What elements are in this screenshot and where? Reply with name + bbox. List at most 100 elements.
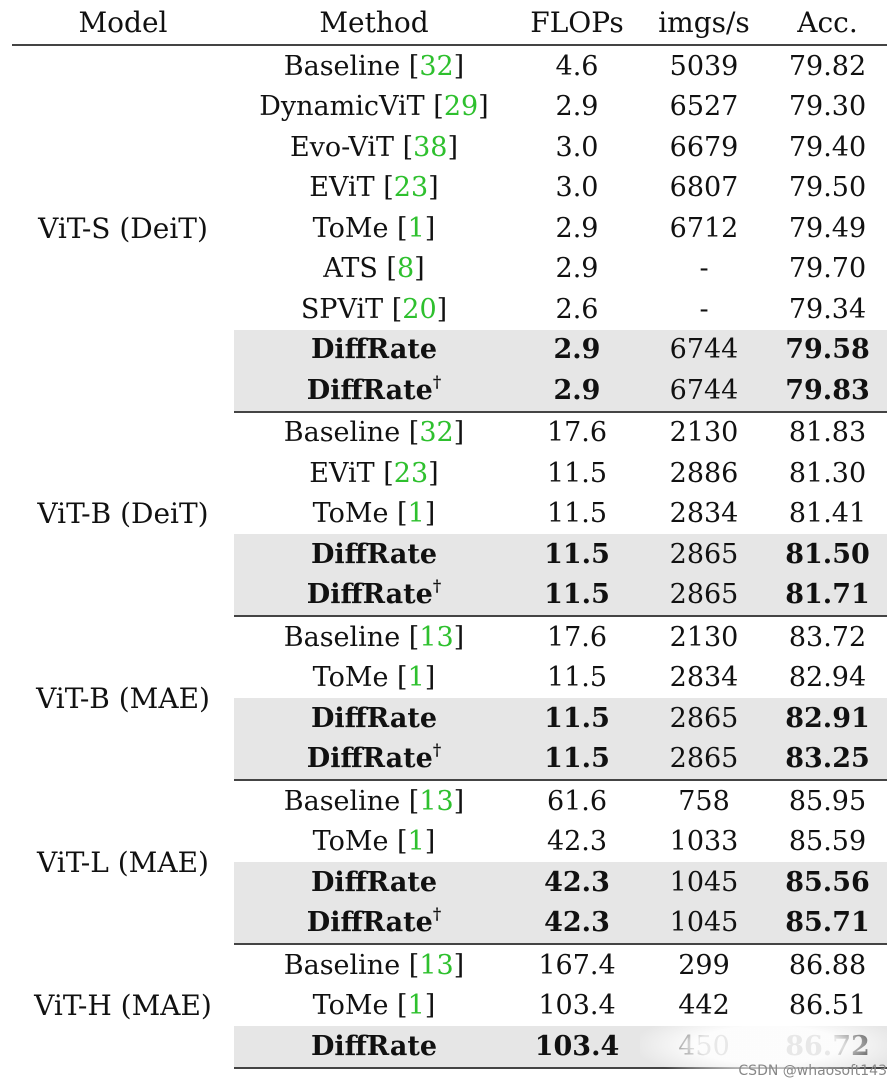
- acc-cell: 79.70: [788, 253, 867, 285]
- flops-cell: 11.5: [546, 457, 608, 489]
- citation-link[interactable]: 23: [393, 457, 429, 489]
- header-model: Model: [12, 0, 234, 46]
- method-cell: Baseline [13]: [283, 949, 465, 981]
- flops-cell: 103.4: [514, 1026, 640, 1069]
- flops-cell: 42.3: [546, 826, 608, 858]
- method-name: ToMe: [312, 826, 389, 858]
- flops-cell: 103.4: [538, 990, 616, 1022]
- watermark: CSDN @whaosoft143: [738, 1063, 887, 1079]
- method-name: DynamicViT: [259, 91, 425, 123]
- imgs-cell: 2130: [669, 417, 739, 449]
- flops-cell: 42.3: [514, 862, 640, 903]
- method-cell: EViT [23]: [309, 457, 439, 489]
- acc-cell: 83.72: [788, 621, 867, 653]
- acc-cell: 81.41: [788, 498, 867, 530]
- flops-cell: 11.5: [546, 498, 608, 530]
- flops-cell: 11.5: [514, 534, 640, 575]
- method-name: DiffRate: [306, 907, 433, 939]
- imgs-cell: 2886: [669, 457, 739, 489]
- citation-link[interactable]: 23: [393, 172, 429, 204]
- citation-link[interactable]: 38: [413, 131, 448, 163]
- citation-link[interactable]: 1: [407, 990, 425, 1022]
- flops-cell: 2.9: [514, 329, 640, 370]
- method-cell: DiffRate: [234, 698, 514, 739]
- acc-cell: 85.71: [768, 902, 887, 945]
- citation-link[interactable]: 1: [407, 662, 425, 694]
- dagger-mark: †: [432, 371, 442, 391]
- method-name: ATS: [323, 253, 378, 285]
- method-name: DiffRate: [306, 743, 433, 775]
- method-name: ToMe: [312, 212, 389, 244]
- method-cell: ToMe [1]: [312, 990, 436, 1022]
- method-cell: ToMe [1]: [312, 826, 436, 858]
- method-cell: ToMe [1]: [312, 662, 436, 694]
- imgs-cell: 5039: [669, 50, 739, 82]
- citation-link[interactable]: 32: [419, 417, 454, 449]
- method-cell: DiffRate†: [234, 738, 514, 781]
- acc-cell: 79.83: [768, 370, 887, 413]
- flops-cell: 2.9: [555, 253, 599, 285]
- watermark-blur: [640, 1012, 895, 1078]
- citation-link[interactable]: 29: [443, 91, 479, 123]
- table-row: DiffRate† 11.5 2865 81.71: [12, 574, 887, 617]
- model-cell: ViT-B (DeiT): [37, 497, 209, 531]
- method-name: DiffRate: [310, 334, 438, 366]
- method-name: Baseline: [283, 50, 401, 82]
- method-cell: DiffRate: [234, 1026, 514, 1069]
- acc-cell: 81.83: [788, 417, 867, 449]
- method-cell: SPViT [20]: [300, 293, 448, 325]
- method-cell: DiffRate: [234, 862, 514, 903]
- citation-link[interactable]: 8: [396, 253, 415, 285]
- acc-cell: 81.30: [788, 457, 867, 489]
- table-row: DiffRate 11.5 2865 81.50: [12, 534, 887, 575]
- table-row: ToMe [1] 2.9 6712 79.49: [12, 208, 887, 249]
- table-row: DiffRate† 2.9 6744 79.83: [12, 370, 887, 413]
- method-cell: EViT [23]: [309, 172, 439, 204]
- imgs-cell: 1045: [640, 862, 768, 903]
- method-name: SPViT: [300, 293, 384, 325]
- method-cell: ToMe [1]: [312, 498, 436, 530]
- model-cell: ViT-S (DeiT): [38, 212, 208, 246]
- results-body: ViT-S (DeiT) Baseline [32] 4.6 5039 79.82 Dyn…: [12, 45, 887, 1069]
- table-row: DiffRate† 42.3 1045 85.71: [12, 902, 887, 945]
- citation-link[interactable]: 13: [419, 949, 454, 981]
- header-method: Method: [234, 0, 514, 46]
- method-cell: Evo-ViT [38]: [289, 131, 459, 163]
- imgs-cell: 6807: [669, 172, 739, 204]
- table-row: ToMe [1] 42.3 1033 85.59: [12, 822, 887, 863]
- table-row: ViT-B (DeiT) Baseline [32] 17.6 2130 81.83: [12, 412, 887, 530]
- dagger-mark: †: [432, 740, 442, 760]
- imgs-cell: 2834: [669, 498, 739, 530]
- citation-link[interactable]: 1: [407, 826, 425, 858]
- acc-cell: 79.40: [788, 131, 867, 163]
- method-name: Baseline: [283, 417, 401, 449]
- acc-cell: 85.95: [788, 785, 867, 817]
- acc-cell: 79.50: [788, 172, 867, 204]
- citation-link[interactable]: 13: [419, 785, 454, 817]
- method-name: ToMe: [312, 498, 389, 530]
- method-name: DiffRate: [310, 1030, 438, 1062]
- flops-cell: 11.5: [514, 738, 640, 781]
- flops-cell: 11.5: [546, 662, 608, 694]
- table-row: DiffRate 2.9 6744 79.58: [12, 329, 887, 370]
- table-row: ATS [8] 2.9 - 79.70: [12, 249, 887, 290]
- imgs-cell: 2865: [640, 738, 768, 781]
- flops-cell: 2.6: [555, 293, 599, 325]
- table-row: EViT [23] 11.5 2886 81.30: [12, 453, 887, 494]
- citation-link[interactable]: 20: [402, 293, 437, 325]
- imgs-cell: 6744: [640, 370, 768, 413]
- table-row: EViT [23] 3.0 6807 79.50: [12, 168, 887, 209]
- method-cell: Baseline [32]: [283, 50, 465, 82]
- citation-link[interactable]: 13: [419, 621, 454, 653]
- method-name: DiffRate: [310, 702, 438, 734]
- citation-link[interactable]: 32: [419, 50, 454, 82]
- method-name: ToMe: [312, 662, 389, 694]
- citation-link[interactable]: 1: [407, 212, 425, 244]
- citation-link[interactable]: 1: [407, 498, 425, 530]
- imgs-cell: 2130: [669, 621, 739, 653]
- method-cell: DiffRate: [234, 534, 514, 575]
- imgs-cell: 6527: [669, 91, 739, 123]
- method-cell: DiffRate†: [234, 574, 514, 617]
- table-row: DynamicViT [29] 2.9 6527 79.30: [12, 87, 887, 128]
- table-row: ViT-B (MAE) Baseline [13] 17.6 2130 83.72: [12, 616, 887, 715]
